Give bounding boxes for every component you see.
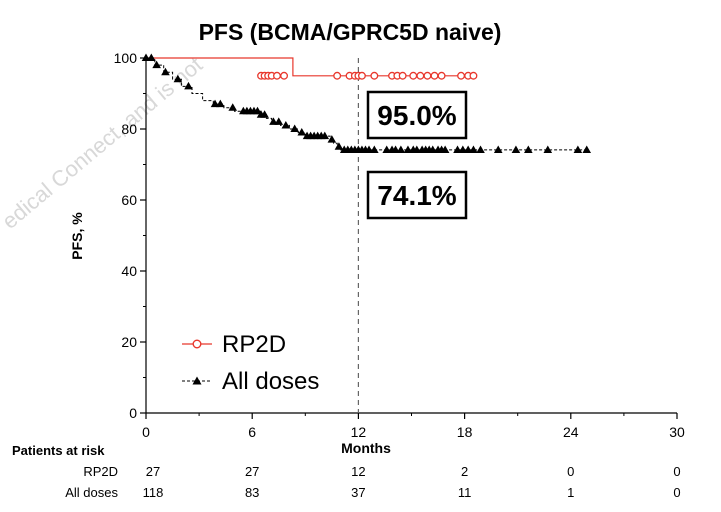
all-doses-censor-mark [396,145,406,153]
y-tick-label-60: 60 [121,192,137,208]
all-doses-censor-mark [543,145,553,153]
x-tick-label-18: 18 [457,424,473,440]
rp2d-censor-mark [437,71,446,80]
rp2d-annotation-label: 95.0% [377,100,456,131]
all-doses-censor-mark [297,128,307,136]
legend-rp2d-marker [192,339,202,349]
x-tick-label-0: 0 [142,424,150,440]
x-tick-label-12: 12 [351,424,367,440]
risk-value-0-1: 27 [245,464,259,479]
legend-rp2d-label: RP2D [222,331,286,358]
all-doses-censor-mark [370,145,379,153]
all-doses-censor-mark [469,145,478,153]
risk-value-0-0: 27 [146,464,160,479]
risk-table: Patients at risk RP2D All doses 27 27 12 2 0… [12,443,681,500]
x-tick-label-30: 30 [669,424,685,440]
rp2d-censor-mark [409,71,418,80]
all-doses-censor-mark [440,145,450,153]
risk-value-0-3: 2 [461,464,468,479]
all-doses-censor-mark [511,145,521,153]
all-doses-censor-mark [582,145,592,153]
all-doses-censor-mark [161,67,170,76]
x-tick-label-24: 24 [563,424,579,440]
chart-title: PFS (BCMA/GPRC5D naive) [199,19,502,45]
risk-value-1-4: 1 [567,485,574,500]
all-doses-censor-mark [476,145,485,153]
rp2d-censor-mark [416,71,425,80]
rp2d-curve [146,57,476,77]
all-doses-censor-mark [260,110,269,118]
risk-row-label-all-doses: All doses [65,485,118,500]
rp2d-censor-mark [333,71,342,80]
risk-value-1-1: 83 [245,485,259,500]
all-doses-censor-mark [274,117,284,125]
risk-value-1-2: 37 [351,485,365,500]
axes: 0 20 40 60 80 100 0 6 12 18 24 30 [114,50,685,440]
y-tick-label-80: 80 [121,121,137,137]
km-curves [141,53,592,153]
all-doses-censor-mark [493,145,503,153]
x-tick-label-6: 6 [248,424,256,440]
all-doses-censor-mark [320,131,330,140]
risk-value-0-4: 0 [567,464,574,479]
rp2d-censor-mark [273,71,281,80]
y-tick-label-40: 40 [121,263,137,279]
risk-value-1-0: 118 [143,485,164,500]
rp2d-censor-mark [357,71,366,80]
risk-value-1-3: 11 [458,485,472,500]
legend-all-doses-marker [192,376,202,385]
all-doses-censor-mark [281,120,291,129]
y-tick-label-100: 100 [114,50,138,66]
risk-value-1-5: 0 [673,485,680,500]
y-axis-label: PFS, % [69,212,85,260]
all-doses-censor-mark [524,145,533,153]
all-doses-censor-mark [334,142,344,150]
all-doses-censor-mark [253,106,262,115]
legend: RP2D All doses [182,331,319,395]
x-axis-label: Months [341,440,391,456]
rp2d-censor-mark [430,71,439,80]
all-doses-censor-mark [184,81,193,90]
rp2d-censor-mark [469,71,478,80]
rp2d-annotation-box [366,90,468,140]
rp2d-censor-mark [398,71,407,80]
all-doses-curve [146,57,587,151]
all-doses-censor-mark [327,135,337,143]
y-tick-label-20: 20 [121,334,137,350]
risk-value-0-2: 12 [351,464,365,479]
rp2d-censor-mark [370,71,379,80]
rp2d-censor-mark [280,71,289,80]
rp2d-censor-mark [457,71,466,80]
all-doses-annotation-label: 74.1% [377,180,456,211]
rp2d-censor-mark [423,71,432,80]
all-doses-censor-mark [216,99,225,108]
all-doses-censor-mark [290,124,299,132]
y-tick-label-0: 0 [129,405,137,421]
legend-all-doses-label: All doses [222,368,319,395]
all-doses-censor-mark [573,145,583,153]
all-doses-censor-mark [228,103,238,111]
all-doses-censor-mark [152,60,161,69]
risk-value-0-5: 0 [673,464,680,479]
all-doses-censor-mark [173,74,183,83]
risk-table-title: Patients at risk [12,443,105,458]
start-marker [141,53,151,61]
risk-row-label-rp2d: RP2D [83,464,118,479]
all-doses-annotation-box [366,170,468,220]
